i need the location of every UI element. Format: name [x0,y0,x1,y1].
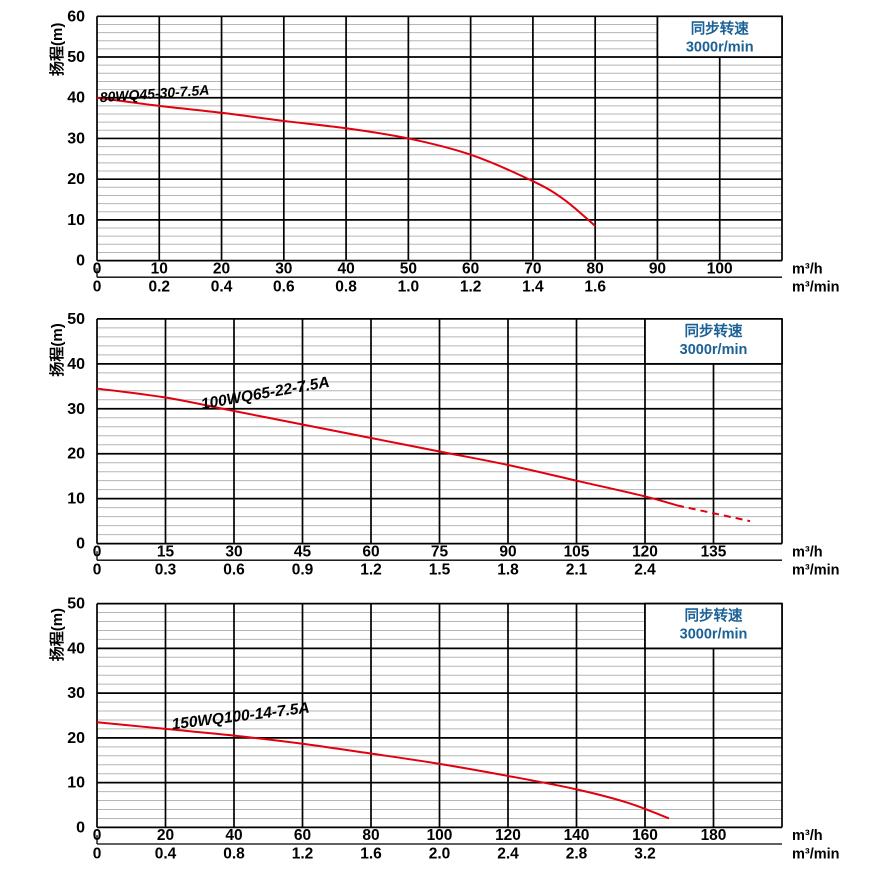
svg-text:0.9: 0.9 [292,562,314,579]
svg-text:m³/h: m³/h [792,544,823,560]
svg-text:m³/min: m³/min [792,563,840,579]
svg-text:75: 75 [431,543,449,560]
svg-text:同步转速: 同步转速 [685,322,743,340]
svg-text:m³/h: m³/h [792,828,823,844]
svg-text:100: 100 [707,260,733,277]
svg-text:0: 0 [76,253,85,270]
svg-text:20: 20 [67,730,85,747]
svg-text:20: 20 [157,827,174,844]
svg-text:扬程(m): 扬程(m) [48,23,66,76]
svg-text:m³/min: m³/min [792,846,840,862]
svg-text:180: 180 [701,827,727,844]
svg-text:50: 50 [67,311,85,328]
svg-text:80WQ45-30-7.5A: 80WQ45-30-7.5A [99,82,210,106]
svg-text:120: 120 [495,827,521,844]
svg-text:45: 45 [294,543,312,560]
svg-text:同步转速: 同步转速 [685,607,743,625]
svg-text:3.2: 3.2 [634,845,656,862]
svg-text:3000r/min: 3000r/min [686,39,754,55]
svg-text:140: 140 [564,827,590,844]
svg-text:0: 0 [93,562,102,579]
svg-text:0: 0 [93,279,102,296]
svg-text:3000r/min: 3000r/min [680,627,748,643]
svg-text:100: 100 [427,827,453,844]
svg-text:10: 10 [151,260,168,277]
svg-text:60: 60 [362,543,379,560]
svg-text:2.8: 2.8 [566,845,588,862]
svg-text:1.8: 1.8 [497,562,519,579]
svg-text:3000r/min: 3000r/min [680,342,748,358]
svg-text:m³/h: m³/h [792,261,823,277]
svg-text:15: 15 [157,543,175,560]
svg-text:90: 90 [649,260,666,277]
svg-text:0.2: 0.2 [148,279,170,296]
svg-text:120: 120 [632,543,658,560]
svg-text:50: 50 [400,260,417,277]
svg-text:150WQ100-14-7.5A: 150WQ100-14-7.5A [171,700,311,734]
svg-text:70: 70 [524,260,541,277]
svg-text:0.6: 0.6 [273,279,295,296]
svg-text:20: 20 [213,260,230,277]
svg-text:1.2: 1.2 [360,562,382,579]
svg-text:20: 20 [67,171,85,188]
svg-text:扬程(m): 扬程(m) [48,608,66,661]
svg-text:0: 0 [76,819,85,836]
svg-text:1.6: 1.6 [360,845,382,862]
svg-text:40: 40 [337,260,354,277]
svg-text:80: 80 [587,260,604,277]
svg-text:60: 60 [294,827,311,844]
svg-text:2.4: 2.4 [634,562,656,579]
svg-text:1.2: 1.2 [460,279,482,296]
svg-text:0.8: 0.8 [223,845,245,862]
svg-text:10: 10 [67,212,85,229]
svg-text:1.6: 1.6 [584,279,606,296]
svg-text:0.8: 0.8 [335,279,357,296]
svg-text:10: 10 [67,491,85,508]
svg-text:0.3: 0.3 [155,562,177,579]
svg-text:1.5: 1.5 [429,562,451,579]
svg-text:1.2: 1.2 [292,845,314,862]
svg-text:10: 10 [67,775,85,792]
svg-text:40: 40 [67,90,85,107]
svg-text:0: 0 [93,845,102,862]
svg-text:50: 50 [67,596,85,613]
svg-text:40: 40 [225,827,242,844]
svg-text:135: 135 [701,543,727,560]
svg-text:30: 30 [67,685,85,702]
svg-text:40: 40 [67,640,85,657]
svg-text:60: 60 [67,8,85,25]
svg-text:0.6: 0.6 [223,562,245,579]
svg-text:1.0: 1.0 [398,279,420,296]
svg-text:2.0: 2.0 [429,845,451,862]
svg-text:0: 0 [76,536,85,553]
svg-text:30: 30 [275,260,292,277]
svg-text:50: 50 [67,49,85,66]
svg-text:同步转速: 同步转速 [691,19,749,37]
svg-text:2.1: 2.1 [566,562,588,579]
svg-text:80: 80 [362,827,379,844]
svg-text:20: 20 [67,446,85,463]
svg-text:30: 30 [67,401,85,418]
svg-text:0.4: 0.4 [211,279,233,296]
svg-text:m³/min: m³/min [792,280,840,296]
svg-text:30: 30 [225,543,242,560]
svg-text:扬程(m): 扬程(m) [48,323,66,376]
svg-text:160: 160 [632,827,658,844]
svg-text:105: 105 [564,543,590,560]
svg-text:2.4: 2.4 [497,845,519,862]
svg-text:40: 40 [67,356,85,373]
svg-text:1.4: 1.4 [522,279,544,296]
svg-text:60: 60 [462,260,479,277]
svg-text:0.4: 0.4 [155,845,177,862]
svg-text:100WQ65-22-7.5A: 100WQ65-22-7.5A [200,374,331,413]
svg-text:90: 90 [499,543,516,560]
svg-text:30: 30 [67,130,85,147]
